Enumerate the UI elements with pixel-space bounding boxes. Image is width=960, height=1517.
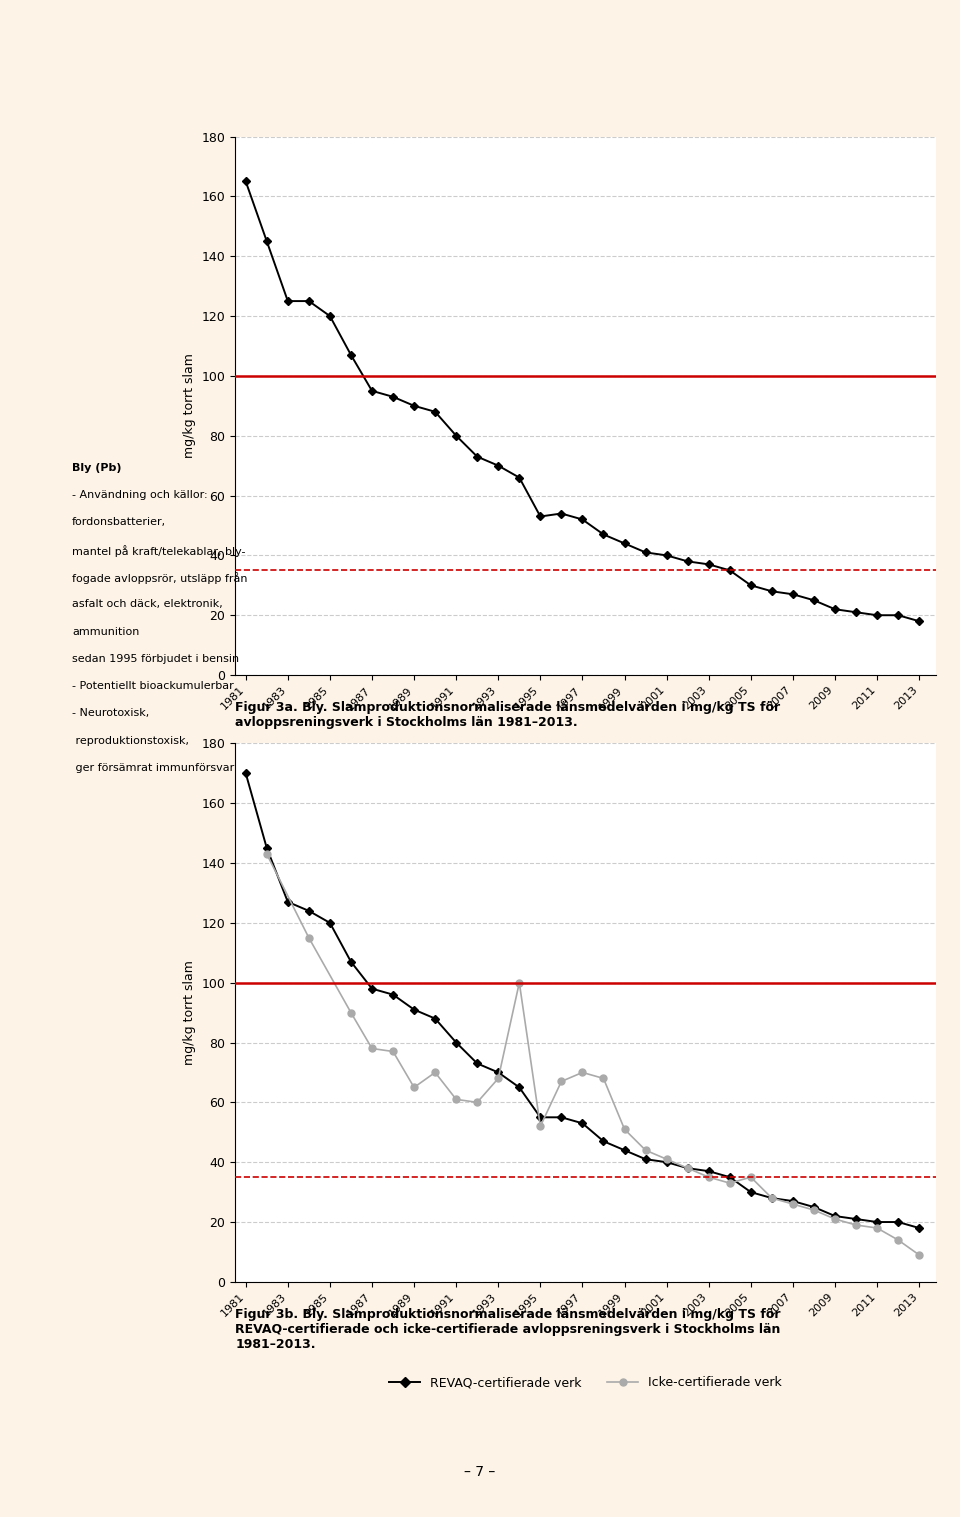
Y-axis label: mg/kg torrt slam: mg/kg torrt slam (183, 353, 196, 458)
Text: – 7 –: – 7 – (465, 1465, 495, 1479)
Text: Figur 3b. Bly. Slamproduktionsnormaliserade länsmedelvärden i mg/kg TS för
REVAQ: Figur 3b. Bly. Slamproduktionsnormaliser… (235, 1308, 780, 1350)
Text: fordonsbatterier,: fordonsbatterier, (72, 517, 166, 528)
Text: Bly (Pb): Bly (Pb) (72, 463, 122, 473)
Text: ammunition: ammunition (72, 627, 139, 637)
Text: Figur 3a. Bly. Slamproduktionsnormaliserade länsmedelvärden i mg/kg TS för
avlop: Figur 3a. Bly. Slamproduktionsnormaliser… (235, 701, 780, 728)
Text: fogade avloppsrör, utsläpp från: fogade avloppsrör, utsläpp från (72, 572, 248, 584)
Text: - Potentiellt bioackumulerbar: - Potentiellt bioackumulerbar (72, 681, 233, 692)
Text: reproduktionstoxisk,: reproduktionstoxisk, (72, 736, 189, 746)
Text: asfalt och däck, elektronik,: asfalt och däck, elektronik, (72, 599, 223, 610)
Text: ger försämrat immunförsvar: ger försämrat immunförsvar (72, 763, 234, 774)
Text: mantel på kraft/telekablar, bly-: mantel på kraft/telekablar, bly- (72, 545, 246, 557)
Text: - Neurotoxisk,: - Neurotoxisk, (72, 708, 149, 719)
Text: - Användning och källor:: - Användning och källor: (72, 490, 207, 501)
Y-axis label: mg/kg torrt slam: mg/kg torrt slam (183, 960, 196, 1065)
Legend: REVAQ-certifierade verk, Icke-certifierade verk: REVAQ-certifierade verk, Icke-certifiera… (384, 1371, 787, 1394)
Text: sedan 1995 förbjudet i bensin: sedan 1995 förbjudet i bensin (72, 654, 239, 664)
